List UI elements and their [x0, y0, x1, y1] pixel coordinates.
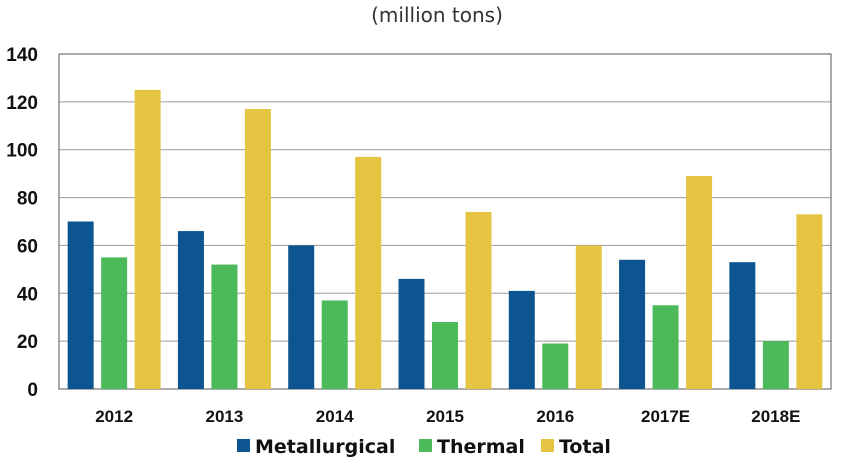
bar-metallurgical-2016: [508, 290, 535, 389]
x-tick-label: 2018E: [751, 407, 800, 426]
x-axis-tick-labels: 2012 2013 2014 2015 2016 2017E 2018E: [95, 407, 800, 426]
legend-label-metallurgical: Metallurgical: [255, 436, 395, 458]
x-tick-label: 2013: [206, 407, 244, 426]
x-tick-label: 2017E: [641, 407, 690, 426]
legend-swatch-total: [541, 439, 554, 452]
legend-swatch-metallurgical: [237, 439, 250, 452]
y-tick-label: 100: [6, 141, 38, 162]
bars: [67, 89, 823, 390]
gridlines: [59, 101, 831, 342]
bar-thermal-2012: [101, 257, 128, 389]
y-tick-label: 40: [17, 284, 38, 305]
y-tick-label: 60: [17, 236, 38, 257]
legend: Metallurgical Thermal Total: [237, 436, 611, 458]
x-tick-label: 2015: [426, 407, 464, 426]
bar-metallurgical-2014: [288, 245, 315, 389]
bar-metallurgical-2015: [398, 278, 425, 389]
y-tick-label: 140: [6, 45, 38, 66]
bar-thermal-2018e: [762, 341, 789, 389]
legend-swatch-thermal: [419, 439, 432, 452]
bar-thermal-2015: [432, 322, 458, 389]
y-tick-label: 20: [17, 332, 38, 353]
bar-total-2013: [244, 109, 271, 390]
bar-thermal-2017e: [652, 305, 679, 389]
y-axis-tick-labels: 0 20 40 60 80 100 120 140: [6, 45, 38, 401]
bar-metallurgical-2017e: [619, 259, 646, 389]
bar-thermal-2014: [321, 300, 348, 389]
bar-total-2017e: [686, 176, 713, 389]
y-tick-label: 80: [17, 189, 38, 210]
x-tick-label: 2014: [316, 407, 354, 426]
legend-label-total: Total: [559, 436, 611, 458]
x-tick-label: 2012: [95, 407, 133, 426]
bar-total-2012: [134, 89, 161, 390]
bar-total-2015: [465, 211, 492, 389]
bar-total-2016: [575, 245, 602, 389]
bar-metallurgical-2013: [177, 231, 204, 389]
y-tick-label: 120: [6, 93, 38, 114]
y-tick-label: 0: [27, 380, 38, 401]
bar-total-2018e: [796, 214, 823, 389]
x-tick-label: 2016: [536, 407, 574, 426]
bar-thermal-2016: [542, 343, 569, 389]
bar-thermal-2013: [211, 264, 238, 389]
chart-subtitle: (million tons): [371, 3, 503, 27]
bar-metallurgical-2012: [67, 221, 94, 389]
legend-label-thermal: Thermal: [437, 436, 525, 458]
bar-total-2014: [355, 156, 382, 389]
bar-metallurgical-2018e: [729, 262, 756, 389]
